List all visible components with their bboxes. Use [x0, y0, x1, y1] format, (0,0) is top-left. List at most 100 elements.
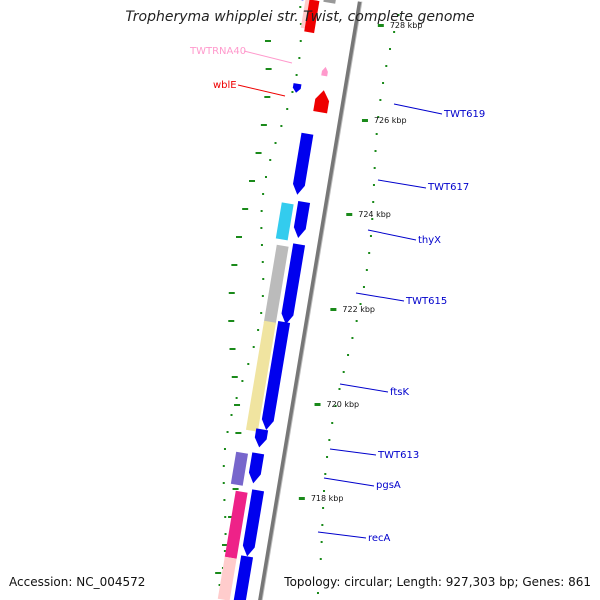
backbone-highlight: [261, 1, 363, 600]
gc-skew-dash: [231, 376, 238, 378]
gc-skew-dash: [232, 488, 239, 490]
feature-track: [217, 0, 336, 600]
feature-red-block: [304, 0, 320, 34]
gc-dot: [331, 422, 334, 424]
gc-dot: [328, 439, 331, 441]
gc-dot: [274, 142, 277, 144]
gc-dot: [223, 550, 226, 552]
scale-tick-mark: [377, 24, 384, 27]
feature-small-blue: [292, 83, 302, 93]
feature-blue-g: [233, 555, 254, 600]
gc-dot: [393, 31, 396, 33]
feature-label-recA: recA: [368, 533, 391, 544]
scale-tick-mark: [314, 403, 321, 406]
gc-skew-dash: [228, 516, 235, 518]
gc-dot: [280, 125, 283, 127]
gc-dot: [373, 167, 376, 169]
gc-dot: [224, 533, 227, 535]
gc-skew-dash: [228, 292, 235, 294]
gc-skew-dash: [231, 264, 238, 266]
scale-tick-mark: [346, 213, 353, 216]
gc-dot: [286, 108, 289, 110]
gc-dot: [355, 320, 358, 322]
label-leader-line: [329, 448, 377, 456]
gc-dot: [319, 558, 322, 560]
map-title: Tropheryma whipplei str. Twist, complete…: [125, 9, 475, 25]
gc-dot: [264, 176, 267, 178]
gc-dot: [377, 116, 380, 118]
scale-tick-mark: [298, 497, 305, 500]
label-leader-line: [393, 103, 443, 115]
gc-dot: [223, 448, 226, 450]
gc-dot: [260, 312, 263, 314]
gc-dot: [230, 414, 233, 416]
label-leader-line: [367, 229, 417, 241]
gc-dot: [385, 65, 388, 67]
gc-skew-dash: [215, 572, 222, 574]
gc-skew-dash: [242, 208, 249, 210]
gc-dot: [223, 499, 226, 501]
gc-dot: [322, 507, 325, 509]
gc-dot: [362, 286, 365, 288]
gc-dot: [222, 465, 225, 467]
gc-dot: [320, 541, 323, 543]
gc-dot: [326, 456, 329, 458]
gc-dot: [226, 431, 229, 433]
scale-tick-label: 722 kbp: [342, 305, 375, 314]
gc-dot: [298, 57, 301, 59]
feature-recA: [224, 490, 248, 559]
gc-skew-dash: [235, 432, 242, 434]
feature-TWT615: [263, 244, 289, 325]
gc-dot: [359, 303, 362, 305]
feature-blue-d: [261, 321, 291, 431]
feature-label-TWT615: TWT615: [405, 296, 447, 307]
gc-content-dots: [218, 6, 400, 594]
feature-label-wblE: wblE: [213, 80, 237, 91]
gc-skew-dash: [228, 320, 235, 322]
gc-dot: [235, 397, 238, 399]
genome-backbone: [258, 1, 363, 600]
gc-dot: [262, 193, 265, 195]
gc-dot: [397, 14, 400, 16]
gc-skew-dash: [229, 348, 236, 350]
gc-dot: [338, 388, 341, 390]
gc-skew-dash: [249, 180, 256, 182]
backbone-line: [258, 1, 362, 600]
gc-dot: [369, 235, 372, 237]
gc-skew-dash: [265, 68, 272, 70]
gc-dot: [261, 295, 264, 297]
feature-label-pgsA: pgsA: [376, 480, 401, 491]
gc-skew-dash: [260, 124, 267, 126]
gc-dot: [382, 82, 385, 84]
gc-dot: [372, 184, 375, 186]
gc-dot: [218, 584, 221, 586]
feature-wblE: [313, 90, 330, 114]
gc-dot: [295, 74, 298, 76]
feature-thyX: [275, 202, 294, 241]
feature-label-ftsK: ftsK: [390, 387, 409, 398]
gc-dot: [375, 133, 378, 135]
gc-dot: [368, 252, 371, 254]
label-leader-line: [377, 179, 427, 189]
feature-label-thyX: thyX: [418, 235, 441, 246]
gc-dot: [247, 363, 250, 365]
gc-skew-dash: [236, 236, 243, 238]
scale-tick-label: 726 kbp: [374, 116, 407, 125]
label-leader-line: [237, 84, 286, 97]
scale-tick-mark: [330, 308, 337, 311]
feature-labels: TWTRNA40 wblE TWT619 TWT617 thyX TWT615 ftsK TW…: [189, 46, 485, 544]
feature-blue-c: [281, 243, 306, 325]
gc-dot: [257, 329, 260, 331]
scale-tick-label: 718 kbp: [311, 494, 344, 503]
scale-ticks: 728 kbp 726 kbp 724 kbp 722 kbp 720 kbp 718 k…: [298, 21, 422, 503]
gc-dot: [372, 201, 375, 203]
gc-dot: [224, 516, 227, 518]
gc-dot: [260, 227, 263, 229]
gc-dot: [334, 405, 337, 407]
feature-label-TWT613: TWT613: [377, 450, 419, 461]
gc-dot: [389, 48, 392, 50]
feature-pgsA: [230, 451, 249, 486]
label-leader-line: [339, 383, 389, 393]
feature-label-TWT617: TWT617: [427, 182, 469, 193]
gc-dot: [351, 337, 354, 339]
